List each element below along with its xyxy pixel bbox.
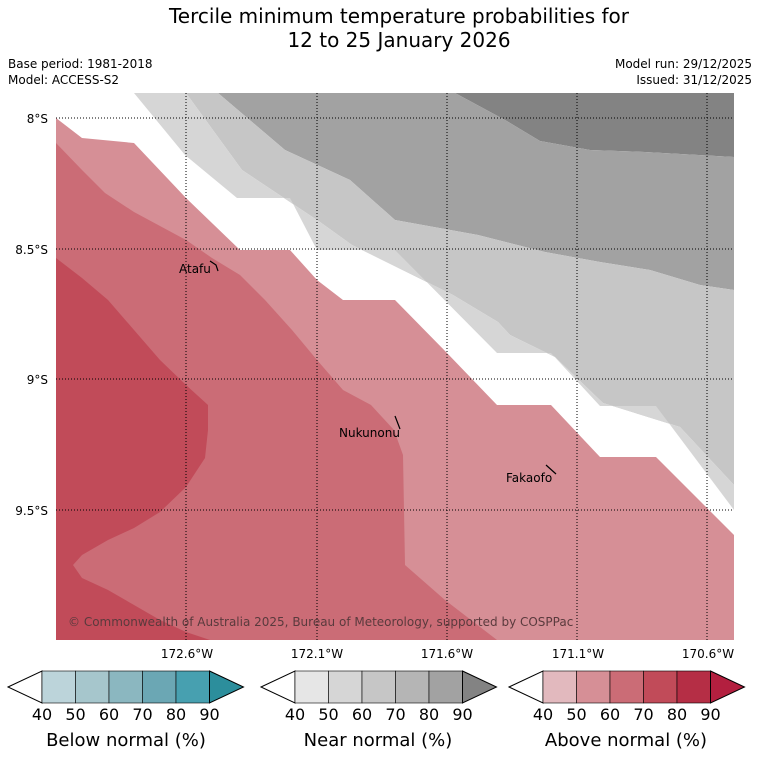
colorbar-below-segment	[75, 670, 110, 704]
above-normal-70-region	[56, 258, 210, 640]
colorbar-tick-label: 60	[98, 705, 120, 724]
fakaofo-island-outline	[545, 464, 557, 475]
issued-date: Issued: 31/12/2025	[636, 73, 752, 87]
lon-label: 170.6°W	[682, 647, 734, 661]
place-label-fakaofo: Fakaofo	[506, 471, 552, 485]
colorbar-below-segment	[142, 670, 177, 704]
colorbar-near-high-arrow	[462, 670, 498, 704]
lon-label: 172.6°W	[161, 647, 213, 661]
colorbar-above-low-arrow	[507, 670, 544, 704]
colorbar-tick-label: 70	[633, 705, 654, 724]
near-normal-50-region	[186, 93, 734, 485]
colorbar-below-low-arrow	[6, 670, 43, 704]
model-name: Model: ACCESS-S2	[8, 73, 120, 87]
colorbar-below-high-arrow	[209, 670, 245, 704]
near-normal-70-region	[455, 93, 734, 157]
above-normal-60-region	[56, 143, 497, 640]
colorbar-tick-label: 60	[351, 705, 373, 724]
nukunonu-island-outline	[394, 415, 401, 430]
colorbar-tick-label: 40	[284, 705, 306, 724]
colorbar-above-segment	[643, 670, 678, 704]
lat-label: 8.5°S	[15, 243, 48, 257]
place-label-nukunonu: Nukunonu	[339, 426, 400, 440]
metadata-right: Model run: 29/12/2025 Issued: 31/12/2025	[615, 56, 752, 88]
colorbar-above-segment	[609, 670, 644, 704]
colorbar-tick-label: 50	[318, 705, 339, 724]
colorbar-tick-label: 80	[666, 705, 688, 724]
metadata-left: Base period: 1981-2018 Model: ACCESS-S2	[8, 56, 153, 88]
probability-regions	[56, 93, 734, 640]
colorbar-below-segment	[41, 670, 76, 704]
colorbar-label-above: Above normal (%)	[544, 730, 708, 751]
lon-label: 171.1°W	[552, 647, 604, 661]
place-label-atafu: Atafu	[179, 262, 211, 276]
title-line-1: Tercile minimum temperature probabilitie…	[168, 4, 630, 28]
near-normal-40-region	[134, 93, 734, 510]
lat-label: 8°S	[27, 112, 48, 126]
lon-label: 172.1°W	[291, 647, 343, 661]
colorbar-tick-label: 90	[700, 705, 721, 724]
colorbar-near-segment	[395, 670, 430, 704]
colorbar-tick-label: 60	[599, 705, 621, 724]
colorbar-tick-label: 80	[165, 705, 187, 724]
colorbar-tick-label: 80	[418, 705, 440, 724]
place-labels: Atafu Nukunonu Fakaofo	[179, 262, 552, 485]
lon-labels: 172.6°W 172.1°W 171.6°W 171.1°W 170.6°W	[161, 647, 734, 661]
colorbar-near-segment	[428, 670, 463, 704]
colorbar-near-low-arrow	[259, 670, 296, 704]
colorbar-near-segment	[294, 670, 329, 704]
chart-title: Tercile minimum temperature probabilitie…	[0, 4, 758, 52]
base-period: Base period: 1981-2018	[8, 57, 153, 71]
copyright-notice: © Commonwealth of Australia 2025, Bureau…	[68, 615, 573, 629]
lat-labels: 8°S 8.5°S 9°S 9.5°S	[15, 112, 48, 518]
gridlines	[56, 93, 734, 640]
near-normal-60-region	[218, 93, 734, 290]
colorbar-above-segment	[542, 670, 577, 704]
title-line-2: 12 to 25 January 2026	[287, 28, 511, 52]
colorbar-label-near: Near normal (%)	[303, 730, 453, 751]
colorbar-tick-label: 40	[31, 705, 53, 724]
colorbar-tick-label: 40	[532, 705, 554, 724]
colorbar-above-high-arrow	[710, 670, 746, 704]
colorbars	[6, 670, 746, 704]
colorbar-label-below: Below normal (%)	[46, 730, 206, 751]
colorbar-tick-label: 90	[452, 705, 473, 724]
colorbar-tick-label: 50	[65, 705, 86, 724]
colorbar-below-segment	[175, 670, 210, 704]
lat-label: 9.5°S	[15, 504, 48, 518]
colorbar-tick-label: 70	[132, 705, 153, 724]
colorbar-tick-label: 50	[566, 705, 587, 724]
lat-label: 9°S	[27, 373, 48, 387]
atafu-island-outline	[209, 260, 219, 272]
islands	[209, 260, 557, 475]
colorbar-tick-label: 70	[385, 705, 406, 724]
lon-label: 171.6°W	[421, 647, 473, 661]
colorbar-below-segment	[108, 670, 143, 704]
model-run: Model run: 29/12/2025	[614, 57, 752, 71]
colorbar-near-segment	[328, 670, 363, 704]
colorbar-tick-label: 90	[199, 705, 220, 724]
colorbar-near-segment	[361, 670, 396, 704]
colorbar-above-segment	[676, 670, 711, 704]
colorbar-above-segment	[576, 670, 611, 704]
